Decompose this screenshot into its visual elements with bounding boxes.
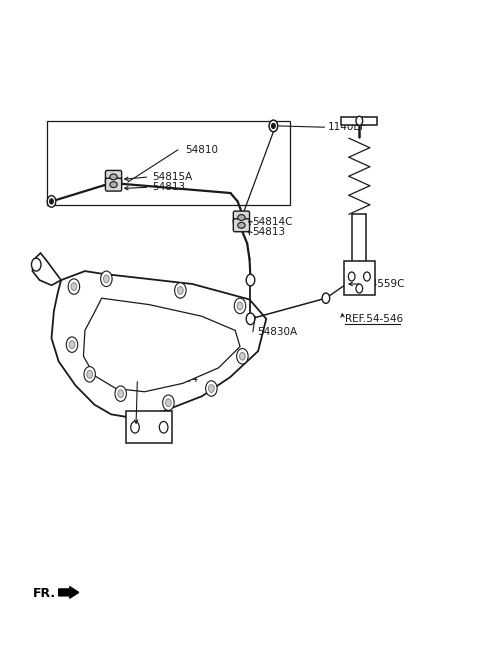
Circle shape: [356, 284, 363, 293]
Polygon shape: [51, 271, 266, 417]
Ellipse shape: [238, 214, 245, 220]
Circle shape: [32, 258, 41, 271]
Polygon shape: [59, 586, 79, 598]
Circle shape: [49, 199, 53, 204]
Circle shape: [237, 349, 248, 364]
Text: 54815A: 54815A: [152, 172, 192, 182]
Circle shape: [69, 341, 75, 349]
Circle shape: [47, 196, 56, 207]
Text: 54830A: 54830A: [257, 327, 297, 337]
Polygon shape: [84, 298, 240, 392]
Bar: [341, 117, 377, 125]
Ellipse shape: [110, 181, 117, 187]
Circle shape: [166, 399, 171, 406]
FancyBboxPatch shape: [233, 219, 250, 232]
Text: 54810: 54810: [185, 145, 218, 155]
Text: 54814C: 54814C: [252, 217, 292, 227]
Circle shape: [208, 385, 214, 393]
Circle shape: [118, 390, 123, 398]
Text: 1140EF: 1140EF: [328, 122, 367, 132]
Bar: [126, 411, 172, 443]
Circle shape: [240, 353, 245, 360]
FancyBboxPatch shape: [233, 211, 250, 224]
Circle shape: [68, 279, 80, 294]
Text: 54813: 54813: [152, 182, 185, 192]
Polygon shape: [33, 253, 61, 285]
Circle shape: [322, 293, 330, 303]
Circle shape: [66, 337, 78, 353]
Bar: [47, 121, 290, 205]
FancyBboxPatch shape: [106, 170, 121, 183]
Circle shape: [175, 283, 186, 298]
Circle shape: [237, 302, 243, 310]
Ellipse shape: [238, 222, 245, 228]
Text: REF.60-624: REF.60-624: [140, 374, 198, 384]
Text: REF.54-546: REF.54-546: [345, 314, 403, 324]
Circle shape: [246, 313, 255, 325]
Circle shape: [163, 395, 174, 410]
Circle shape: [84, 367, 96, 382]
Text: 54559C: 54559C: [364, 279, 405, 289]
Circle shape: [348, 272, 355, 281]
FancyBboxPatch shape: [106, 178, 121, 191]
Circle shape: [101, 271, 112, 286]
Circle shape: [178, 286, 183, 294]
Circle shape: [159, 421, 168, 433]
Text: FR.: FR.: [33, 587, 56, 600]
Circle shape: [356, 116, 363, 125]
Ellipse shape: [110, 174, 117, 180]
Circle shape: [272, 123, 276, 128]
Circle shape: [205, 381, 217, 397]
Bar: [344, 261, 374, 295]
Circle shape: [364, 272, 370, 281]
Circle shape: [87, 371, 93, 378]
Circle shape: [131, 421, 139, 433]
Circle shape: [246, 274, 255, 286]
Circle shape: [104, 275, 109, 283]
Circle shape: [234, 298, 246, 314]
Text: 54813: 54813: [252, 227, 285, 237]
Circle shape: [269, 120, 278, 132]
Circle shape: [115, 386, 126, 401]
Circle shape: [71, 283, 77, 290]
